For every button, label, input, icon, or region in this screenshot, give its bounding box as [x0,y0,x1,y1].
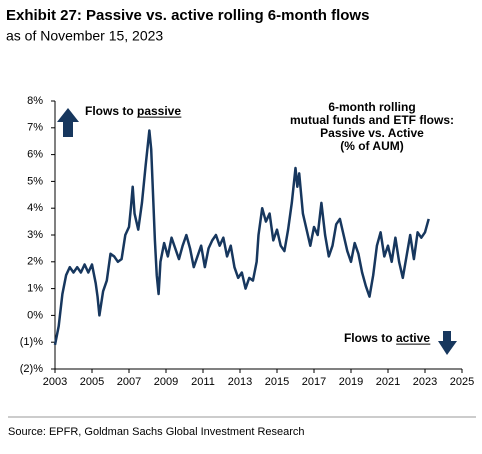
x-tick-label: 2015 [265,376,289,388]
annotation: Flows to active [344,331,430,345]
down-arrow [438,331,457,355]
y-tick-label: 5% [27,175,43,187]
legend-text: 6-month rolling [328,100,415,114]
x-tick-label: 2013 [228,376,252,388]
x-tick-label: 2023 [413,376,437,388]
y-tick-label: 3% [27,229,43,241]
x-tick-label: 2025 [450,376,474,388]
x-tick-label: 2003 [43,376,67,388]
y-tick-label: 1% [27,283,43,295]
annotation: Flows to passive [85,104,181,118]
chart-title: Exhibit 27: Passive vs. active rolling 6… [6,7,369,24]
y-tick-label: 8% [27,95,43,107]
source: Source: EPFR, Goldman Sachs Global Inves… [8,426,305,438]
y-tick-label: 2% [27,256,43,268]
x-tick-label: 2007 [117,376,141,388]
legend-text: (% of AUM) [340,139,404,153]
x-tick-label: 2011 [191,376,215,388]
x-tick-label: 2021 [376,376,400,388]
up-arrow [57,108,79,137]
y-tick-label: (1)% [20,336,43,348]
x-tick-label: 2019 [339,376,363,388]
data-line [53,129,430,346]
y-tick-label: 0% [27,309,43,321]
y-tick-label: 4% [27,202,43,214]
y-tick-label: 6% [27,149,43,161]
y-tick-label: 7% [27,122,43,134]
legend-text: Passive vs. Active [320,126,424,140]
x-tick-label: 2017 [302,376,326,388]
x-tick-label: 2005 [80,376,104,388]
x-tick-label: 2009 [154,376,178,388]
y-tick-label: (2)% [20,363,43,375]
chart-subtitle: as of November 15, 2023 [6,28,163,44]
legend-text: mutual funds and ETF flows: [290,113,454,127]
